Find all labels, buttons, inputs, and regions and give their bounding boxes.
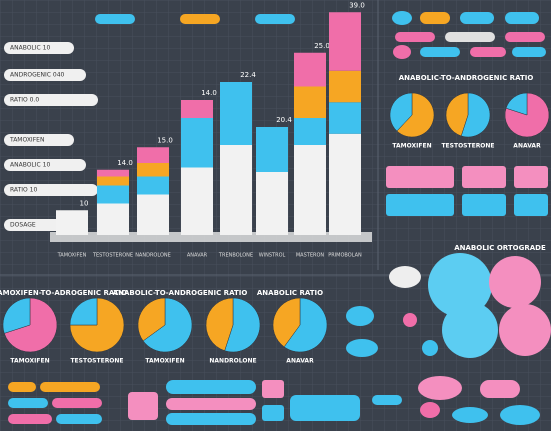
bar-segment [220, 82, 252, 145]
side-label-box [4, 94, 98, 106]
bar-label: 20.4 [276, 116, 292, 124]
pie-label: TESTOSTERONE [441, 143, 494, 150]
section-title: TAMOXIFEN-TO-ADROGENIC RATIO [0, 289, 127, 297]
pie-slice [224, 297, 261, 353]
side-label: TAMOXIFEN [9, 137, 44, 144]
bar-segment [329, 133, 361, 235]
x-label: MASTERON [296, 253, 325, 259]
bar-segment [181, 100, 213, 118]
bar-label: 39.0 [349, 1, 365, 9]
bottom-pills [8, 380, 360, 425]
pie-slice [205, 297, 234, 351]
pie-slice [142, 297, 193, 353]
bar-label: 10 [80, 199, 89, 207]
bar-segment [256, 127, 288, 172]
pie-label: NANDROLONE [209, 358, 256, 365]
pie-label: TESTOSTERONE [70, 358, 123, 365]
pie-slice [69, 297, 98, 326]
bar-segment [137, 194, 169, 235]
pie-slice [396, 92, 435, 138]
bar-segment [137, 176, 169, 195]
x-label: PRIMOBOLAN [328, 253, 362, 259]
x-label: NANDROLONE [135, 253, 171, 259]
side-label: ANDROGENIC 040 [10, 72, 65, 79]
bar-segment [181, 118, 213, 168]
side-label: DOSAGE [10, 222, 36, 229]
x-label: WINSTROL [259, 253, 286, 259]
bar-segment [294, 145, 326, 235]
pie-slice [445, 92, 469, 137]
bar-segment [329, 102, 361, 134]
bar-segment [181, 167, 213, 235]
round-pills [346, 253, 551, 425]
pie-label: TAMOXIFEN [145, 358, 184, 365]
side-label: ANABOLIC 10 [10, 162, 50, 169]
bar-segment [97, 176, 129, 186]
side-label-box [4, 69, 86, 81]
bar-label: 22.4 [240, 71, 256, 79]
x-label: TAMOXIFEN [57, 253, 87, 259]
pill-blocks [386, 166, 548, 216]
section-title: ANABOLIC-TO-ANDROGENIC RATIO [399, 74, 534, 82]
bar-segment [220, 145, 252, 235]
pie-slice [4, 297, 58, 353]
bar-label: 14.0 [201, 89, 217, 97]
bar-segment [329, 70, 361, 103]
pie-slice [272, 297, 301, 348]
bar-segment [97, 185, 129, 204]
side-label: RATIO 0.0 [10, 97, 39, 104]
side-label-box [4, 42, 74, 54]
section-title: ANABOLIC ORTOGRADE [454, 244, 546, 252]
pie-slice [137, 297, 166, 342]
pie-slice [505, 92, 528, 116]
pie-label: ANAVAR [513, 143, 541, 150]
bar-label: 25.0 [314, 42, 330, 50]
bar-segment [56, 210, 88, 235]
pie-slice [389, 92, 413, 132]
x-label: TESTOSTERONE [92, 253, 133, 259]
bar-segment [97, 169, 129, 177]
pie-slice [2, 297, 31, 334]
bar-segment [294, 52, 326, 87]
x-label: ANAVAR [187, 253, 208, 259]
x-label: TRENBOLONE [218, 253, 253, 259]
bar-segment [256, 172, 288, 235]
pie-label: TAMOXIFEN [10, 358, 49, 365]
bar-segment [97, 203, 129, 235]
bar-segment [329, 12, 361, 71]
side-label: RATIO 10 [10, 187, 37, 194]
section-title: ANABOLIC RATIO [257, 289, 323, 297]
pie-slice [283, 297, 328, 353]
bar-segment [137, 163, 169, 177]
pie-slice [460, 92, 491, 138]
bar-label: 15.0 [157, 136, 173, 144]
pills-top [95, 11, 546, 59]
bar-segment [294, 86, 326, 118]
bar-segment [137, 147, 169, 163]
pie-label: TAMOXIFEN [392, 143, 431, 150]
side-label-box [4, 159, 86, 171]
section-title: ANABOLIC-TO-ANDROGENIC RATIO [113, 289, 248, 297]
pie-label: ANAVAR [286, 358, 314, 365]
bar-segment [294, 118, 326, 145]
side-label-box [4, 134, 74, 146]
x-axis-strip [50, 232, 372, 242]
side-label-box [4, 184, 98, 196]
side-label: ANABOLIC 10 [10, 45, 50, 52]
bar-label: 14.0 [117, 159, 133, 167]
